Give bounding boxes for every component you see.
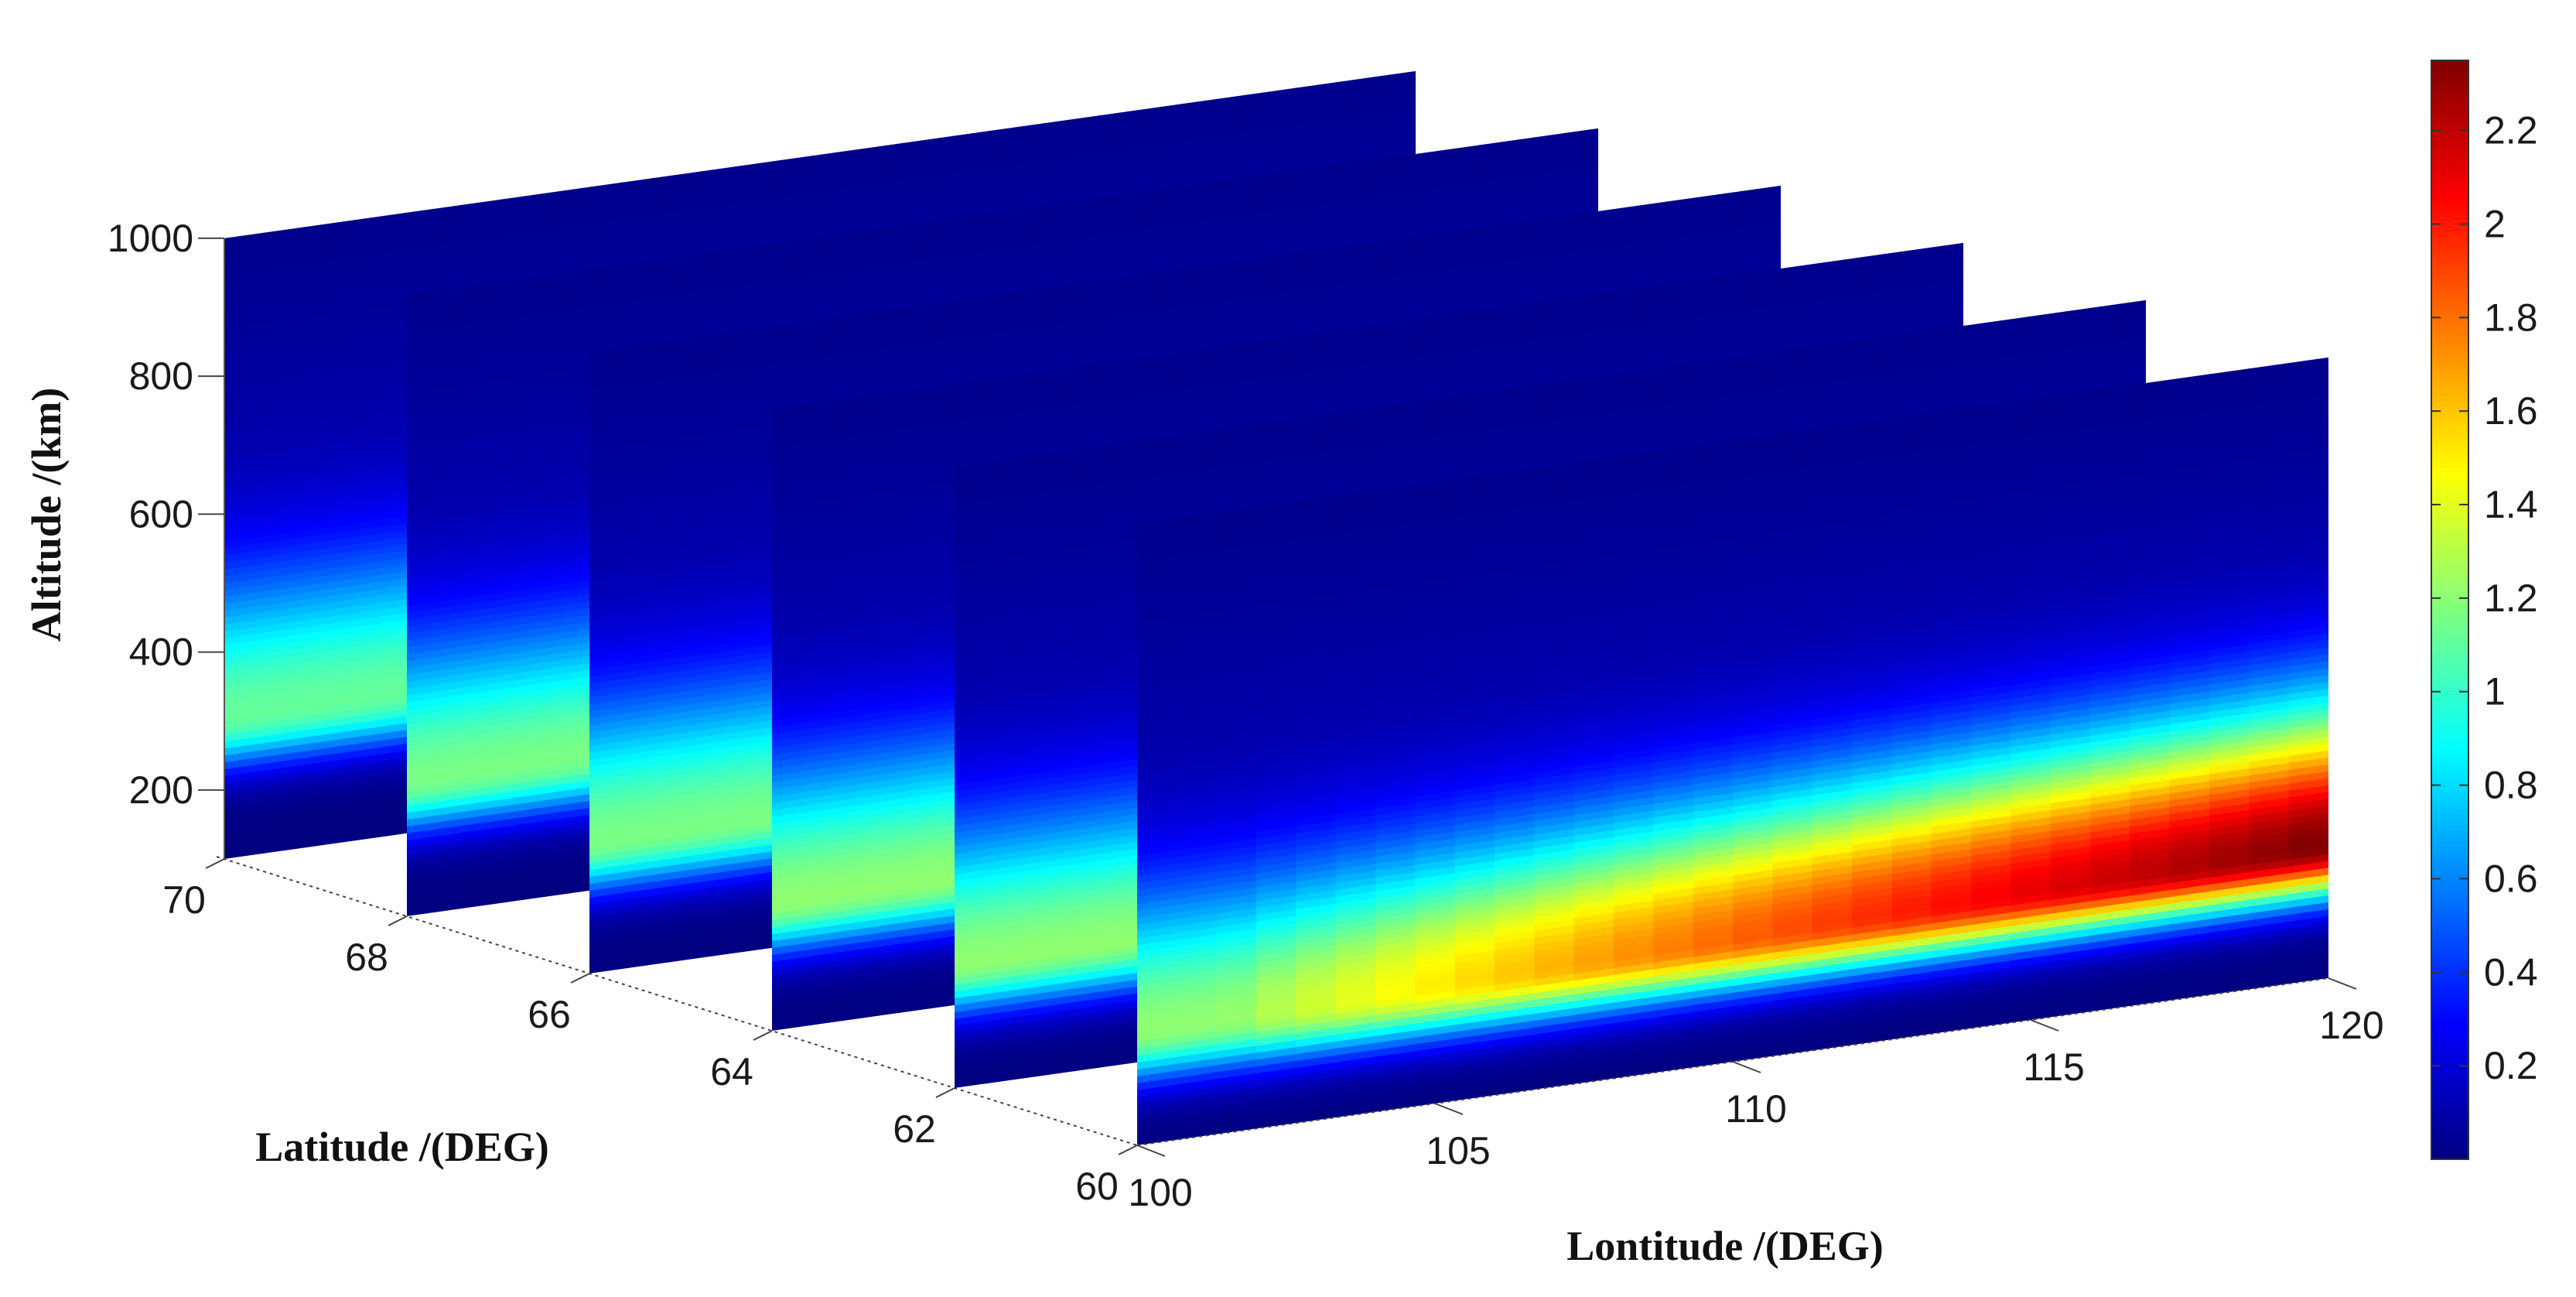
longitude-axis-title: Lontitude /(DEG) <box>1566 1223 1884 1269</box>
longitude-tick <box>1732 1061 1761 1073</box>
latitude-axis-title: Latitude /(DEG) <box>255 1124 549 1170</box>
colorbar-frame <box>2431 60 2469 1160</box>
colorbar-tick-label: 0.8 <box>2484 764 2538 807</box>
altitude-tick-label: 200 <box>129 768 193 812</box>
altitude-axis: 200 400 600 800 1000 <box>108 217 225 859</box>
colorbar-tick-label: 0.4 <box>2484 950 2538 994</box>
longitude-tick-label: 110 <box>1725 1087 1787 1131</box>
colorbar-tick-label: 0.2 <box>2484 1044 2538 1087</box>
colorbar-tick-label: 2.2 <box>2484 109 2538 152</box>
altitude-tick-label: 800 <box>129 354 193 398</box>
latitude-tick <box>570 973 590 984</box>
longitude-tick <box>2328 977 2357 990</box>
colorbar-tick-label: 1.2 <box>2484 577 2538 620</box>
latitude-tick-label: 60 <box>1075 1165 1119 1208</box>
slice-lat-60 <box>1137 357 2328 1145</box>
latitude-tick-label: 68 <box>345 936 388 979</box>
longitude-tick <box>2030 1019 2059 1032</box>
latitude-tick <box>753 1030 773 1041</box>
latitude-tick <box>935 1087 955 1098</box>
longitude-tick <box>1434 1103 1464 1115</box>
latitude-tick-label: 64 <box>710 1050 753 1093</box>
altitude-tick-label: 400 <box>129 631 193 674</box>
slice-planes <box>224 70 2328 1145</box>
longitude-tick <box>1136 1145 1166 1157</box>
colorbar-tick-label: 1.4 <box>2484 483 2538 526</box>
longitude-tick-label: 120 <box>2319 1004 2383 1047</box>
latitude-axis: 60 62 64 66 68 70 <box>162 856 1138 1208</box>
longitude-tick-label: 100 <box>1128 1171 1192 1214</box>
latitude-tick <box>205 858 225 869</box>
altitude-tick-label: 600 <box>129 492 193 536</box>
latitude-tick <box>1118 1145 1138 1155</box>
latitude-tick <box>388 915 408 926</box>
colorbar-tick-label: 1 <box>2484 670 2506 714</box>
latitude-tick-label: 62 <box>893 1107 936 1151</box>
colorbar-tick-label: 2 <box>2484 202 2506 245</box>
longitude-tick-label: 115 <box>2023 1045 2085 1089</box>
altitude-axis-title: Altitude /(km) <box>23 388 70 642</box>
latitude-tick-label: 70 <box>162 878 206 922</box>
colorbar-tick-label: 1.8 <box>2484 296 2538 339</box>
altitude-tick-label: 1000 <box>108 217 193 260</box>
latitude-tick-label: 66 <box>528 993 571 1036</box>
colorbar-tick-label: 0.6 <box>2484 857 2538 900</box>
colorbar: 0.2 0.4 0.6 0.8 1 1.2 1.4 1.6 1.8 2 2.2 <box>2431 60 2538 1160</box>
longitude-axis: 100 105 110 115 120 <box>1128 977 2384 1214</box>
longitude-tick-label: 105 <box>1426 1129 1490 1172</box>
colorbar-tick-label: 1.6 <box>2484 389 2538 433</box>
